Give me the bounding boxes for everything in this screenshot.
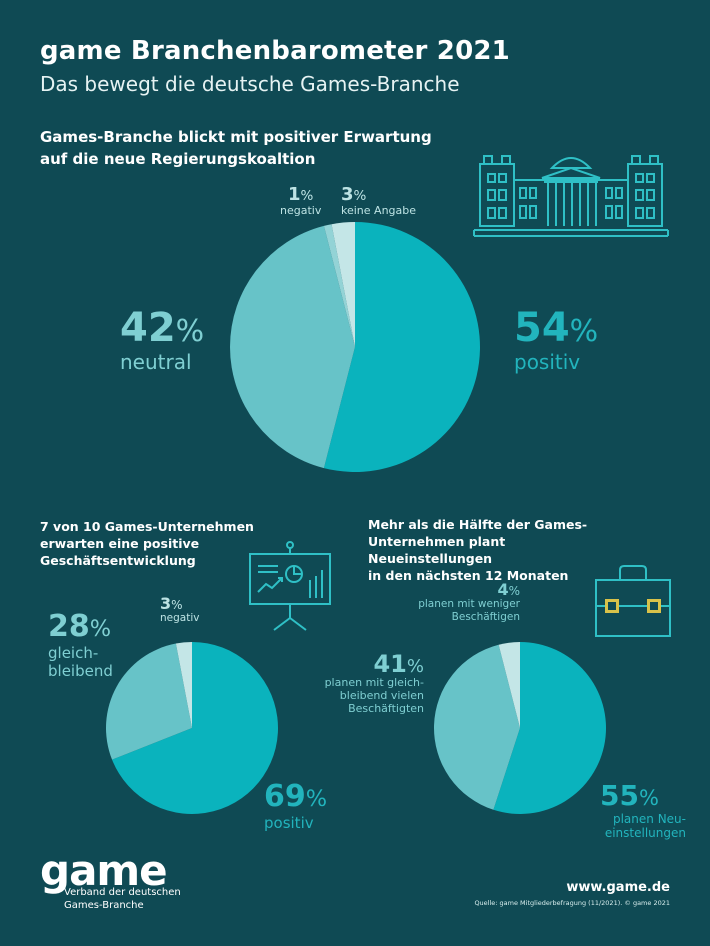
pie2-gleich-text: bleibend bbox=[48, 662, 113, 680]
pie2-slice-0 bbox=[112, 642, 279, 814]
pie1-label-negativ: 1% negativ bbox=[280, 184, 322, 218]
org-name: Verband der deutschen Games-Branche bbox=[64, 886, 181, 912]
pie3-label-gleich: 41% planen mit gleich- bleibend vielen B… bbox=[296, 652, 424, 716]
pie3-gleich-text: planen mit gleich- bbox=[324, 676, 424, 689]
pie3-neu-text: einstellungen bbox=[604, 826, 686, 841]
pie1-keine-value: 3 bbox=[341, 184, 354, 205]
percent-sign: % bbox=[569, 314, 599, 349]
pie2-gleich-text: gleich- bbox=[48, 644, 99, 662]
pie2-negativ-text: negativ bbox=[160, 612, 200, 624]
pie1-slice-2 bbox=[323, 224, 355, 347]
hiring-heading: Mehr als die Hälfte der Games- Unternehm… bbox=[368, 516, 608, 584]
pie3-label-weniger: 4% planen mit weniger Beschäftigen bbox=[390, 582, 520, 623]
pie-chart-business bbox=[105, 642, 279, 814]
percent-sign: % bbox=[305, 786, 328, 812]
pie1-positiv-value: 54 bbox=[514, 305, 570, 351]
percent-sign: % bbox=[353, 188, 367, 204]
hiring-heading-line: in den nächsten 12 Monaten bbox=[368, 568, 569, 583]
source-note: Quelle: game Mitgliederbefragung (11/202… bbox=[474, 899, 670, 907]
pie1-slice-0 bbox=[323, 222, 480, 472]
org-name-line: Games-Branche bbox=[64, 900, 144, 911]
pie3-gleich-value: 41 bbox=[373, 650, 407, 678]
pie3-slice-2 bbox=[498, 642, 520, 728]
pie2-label-positiv: 69% positiv bbox=[264, 779, 328, 833]
org-name-line: Verband der deutschen bbox=[64, 887, 181, 898]
pie1-slice-3 bbox=[331, 222, 355, 347]
percent-sign: % bbox=[508, 584, 520, 598]
percent-sign: % bbox=[175, 314, 205, 349]
hiring-heading-line: Unternehmen plant Neueinstellungen bbox=[368, 534, 506, 566]
pie2-label-negativ: 3% negativ bbox=[160, 596, 199, 625]
pie2-negativ-value: 3 bbox=[160, 594, 172, 613]
pie2-slice-2 bbox=[175, 642, 192, 728]
business-heading-line: erwarten eine positive bbox=[40, 536, 200, 551]
pie3-weniger-text: planen mit weniger bbox=[418, 598, 520, 610]
pie1-positiv-text: positiv bbox=[514, 350, 581, 374]
pie3-weniger-value: 4 bbox=[497, 580, 509, 599]
pie3-slice-0 bbox=[493, 642, 606, 814]
page-subtitle: Das bewegt die deutsche Games-Branche bbox=[40, 72, 460, 96]
pie3-neu-value: 55 bbox=[600, 779, 639, 812]
coalition-heading: Games-Branche blickt mit positiver Erwar… bbox=[40, 126, 500, 170]
business-heading-line: 7 von 10 Games-Unternehmen bbox=[40, 519, 254, 534]
pie1-label-neutral: 42% neutral bbox=[120, 308, 204, 374]
pie1-label-keine: 3% keine Angabe bbox=[341, 184, 417, 218]
pie3-weniger-text: Beschäftigen bbox=[451, 610, 520, 623]
website-link[interactable]: www.game.de bbox=[566, 880, 670, 895]
reichstag-icon bbox=[473, 155, 669, 237]
pie1-neutral-value: 42 bbox=[120, 305, 176, 351]
pie2-positiv-value: 69 bbox=[264, 779, 306, 814]
hiring-heading-line: Mehr als die Hälfte der Games- bbox=[368, 517, 588, 532]
percent-sign: % bbox=[89, 616, 112, 642]
pie2-label-gleich: 28% gleich- bleibend bbox=[48, 609, 113, 681]
percent-sign: % bbox=[300, 188, 314, 204]
pie1-negativ-value: 1 bbox=[287, 184, 301, 205]
pie1-neutral-text: neutral bbox=[120, 350, 192, 374]
coalition-heading-line: Games-Branche blickt mit positiver Erwar… bbox=[40, 128, 432, 146]
briefcase-icon bbox=[595, 565, 671, 637]
pie2-slice-1 bbox=[105, 643, 192, 760]
pie3-gleich-text: Beschäftigten bbox=[348, 702, 424, 716]
pie3-gleich-text: bleibend vielen bbox=[339, 689, 424, 703]
presentation-board-icon bbox=[249, 541, 331, 631]
pie2-gleich-value: 28 bbox=[48, 609, 90, 644]
pie3-slice-1 bbox=[434, 644, 520, 810]
pie1-keine-text: keine Angabe bbox=[341, 204, 417, 217]
business-heading: 7 von 10 Games-Unternehmen erwarten eine… bbox=[40, 518, 270, 569]
game-logo: game bbox=[40, 846, 168, 895]
percent-sign: % bbox=[171, 598, 183, 612]
percent-sign: % bbox=[638, 786, 659, 810]
pie1-label-positiv: 54% positiv bbox=[514, 308, 598, 374]
pie3-neu-text: planen Neu- bbox=[612, 812, 686, 826]
pie-chart-coalition bbox=[230, 222, 480, 472]
pie-chart-hiring bbox=[434, 642, 606, 814]
pie1-negativ-text: negativ bbox=[280, 204, 322, 217]
pie3-label-neu: 55% planen Neu- einstellungen bbox=[590, 782, 686, 841]
coalition-heading-line: auf die neue Regierungskoaltion bbox=[40, 150, 316, 168]
pie1-slice-1 bbox=[230, 225, 355, 469]
percent-sign: % bbox=[406, 656, 424, 677]
business-heading-line: Geschäftsentwicklung bbox=[40, 553, 196, 568]
pie2-positiv-text: positiv bbox=[264, 814, 314, 832]
page-title: game Branchenbarometer 2021 bbox=[40, 36, 510, 66]
